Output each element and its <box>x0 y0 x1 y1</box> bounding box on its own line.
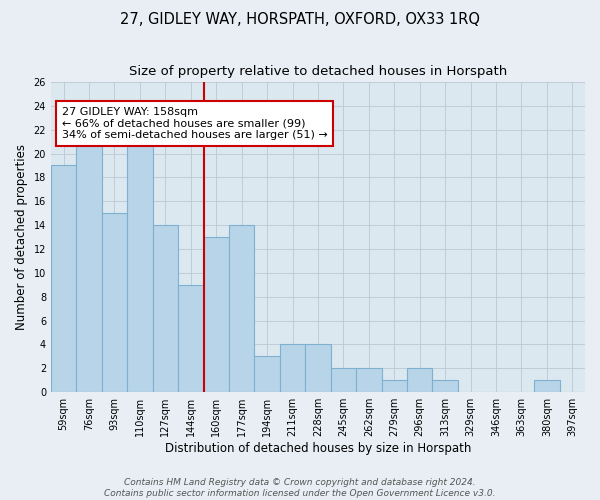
Bar <box>407 368 433 392</box>
Bar <box>51 166 76 392</box>
Bar <box>356 368 382 392</box>
Text: Contains HM Land Registry data © Crown copyright and database right 2024.
Contai: Contains HM Land Registry data © Crown c… <box>104 478 496 498</box>
Bar <box>305 344 331 392</box>
Bar <box>331 368 356 392</box>
Bar <box>102 213 127 392</box>
Bar <box>203 237 229 392</box>
Bar <box>254 356 280 392</box>
Bar <box>178 285 203 392</box>
Bar <box>534 380 560 392</box>
Text: 27, GIDLEY WAY, HORSPATH, OXFORD, OX33 1RQ: 27, GIDLEY WAY, HORSPATH, OXFORD, OX33 1… <box>120 12 480 28</box>
Text: 27 GIDLEY WAY: 158sqm
← 66% of detached houses are smaller (99)
34% of semi-deta: 27 GIDLEY WAY: 158sqm ← 66% of detached … <box>62 107 328 140</box>
Bar <box>76 130 102 392</box>
Bar <box>152 225 178 392</box>
X-axis label: Distribution of detached houses by size in Horspath: Distribution of detached houses by size … <box>165 442 471 455</box>
Bar <box>229 225 254 392</box>
Title: Size of property relative to detached houses in Horspath: Size of property relative to detached ho… <box>129 65 507 78</box>
Bar <box>280 344 305 392</box>
Y-axis label: Number of detached properties: Number of detached properties <box>15 144 28 330</box>
Bar <box>127 142 152 392</box>
Bar <box>433 380 458 392</box>
Bar <box>382 380 407 392</box>
